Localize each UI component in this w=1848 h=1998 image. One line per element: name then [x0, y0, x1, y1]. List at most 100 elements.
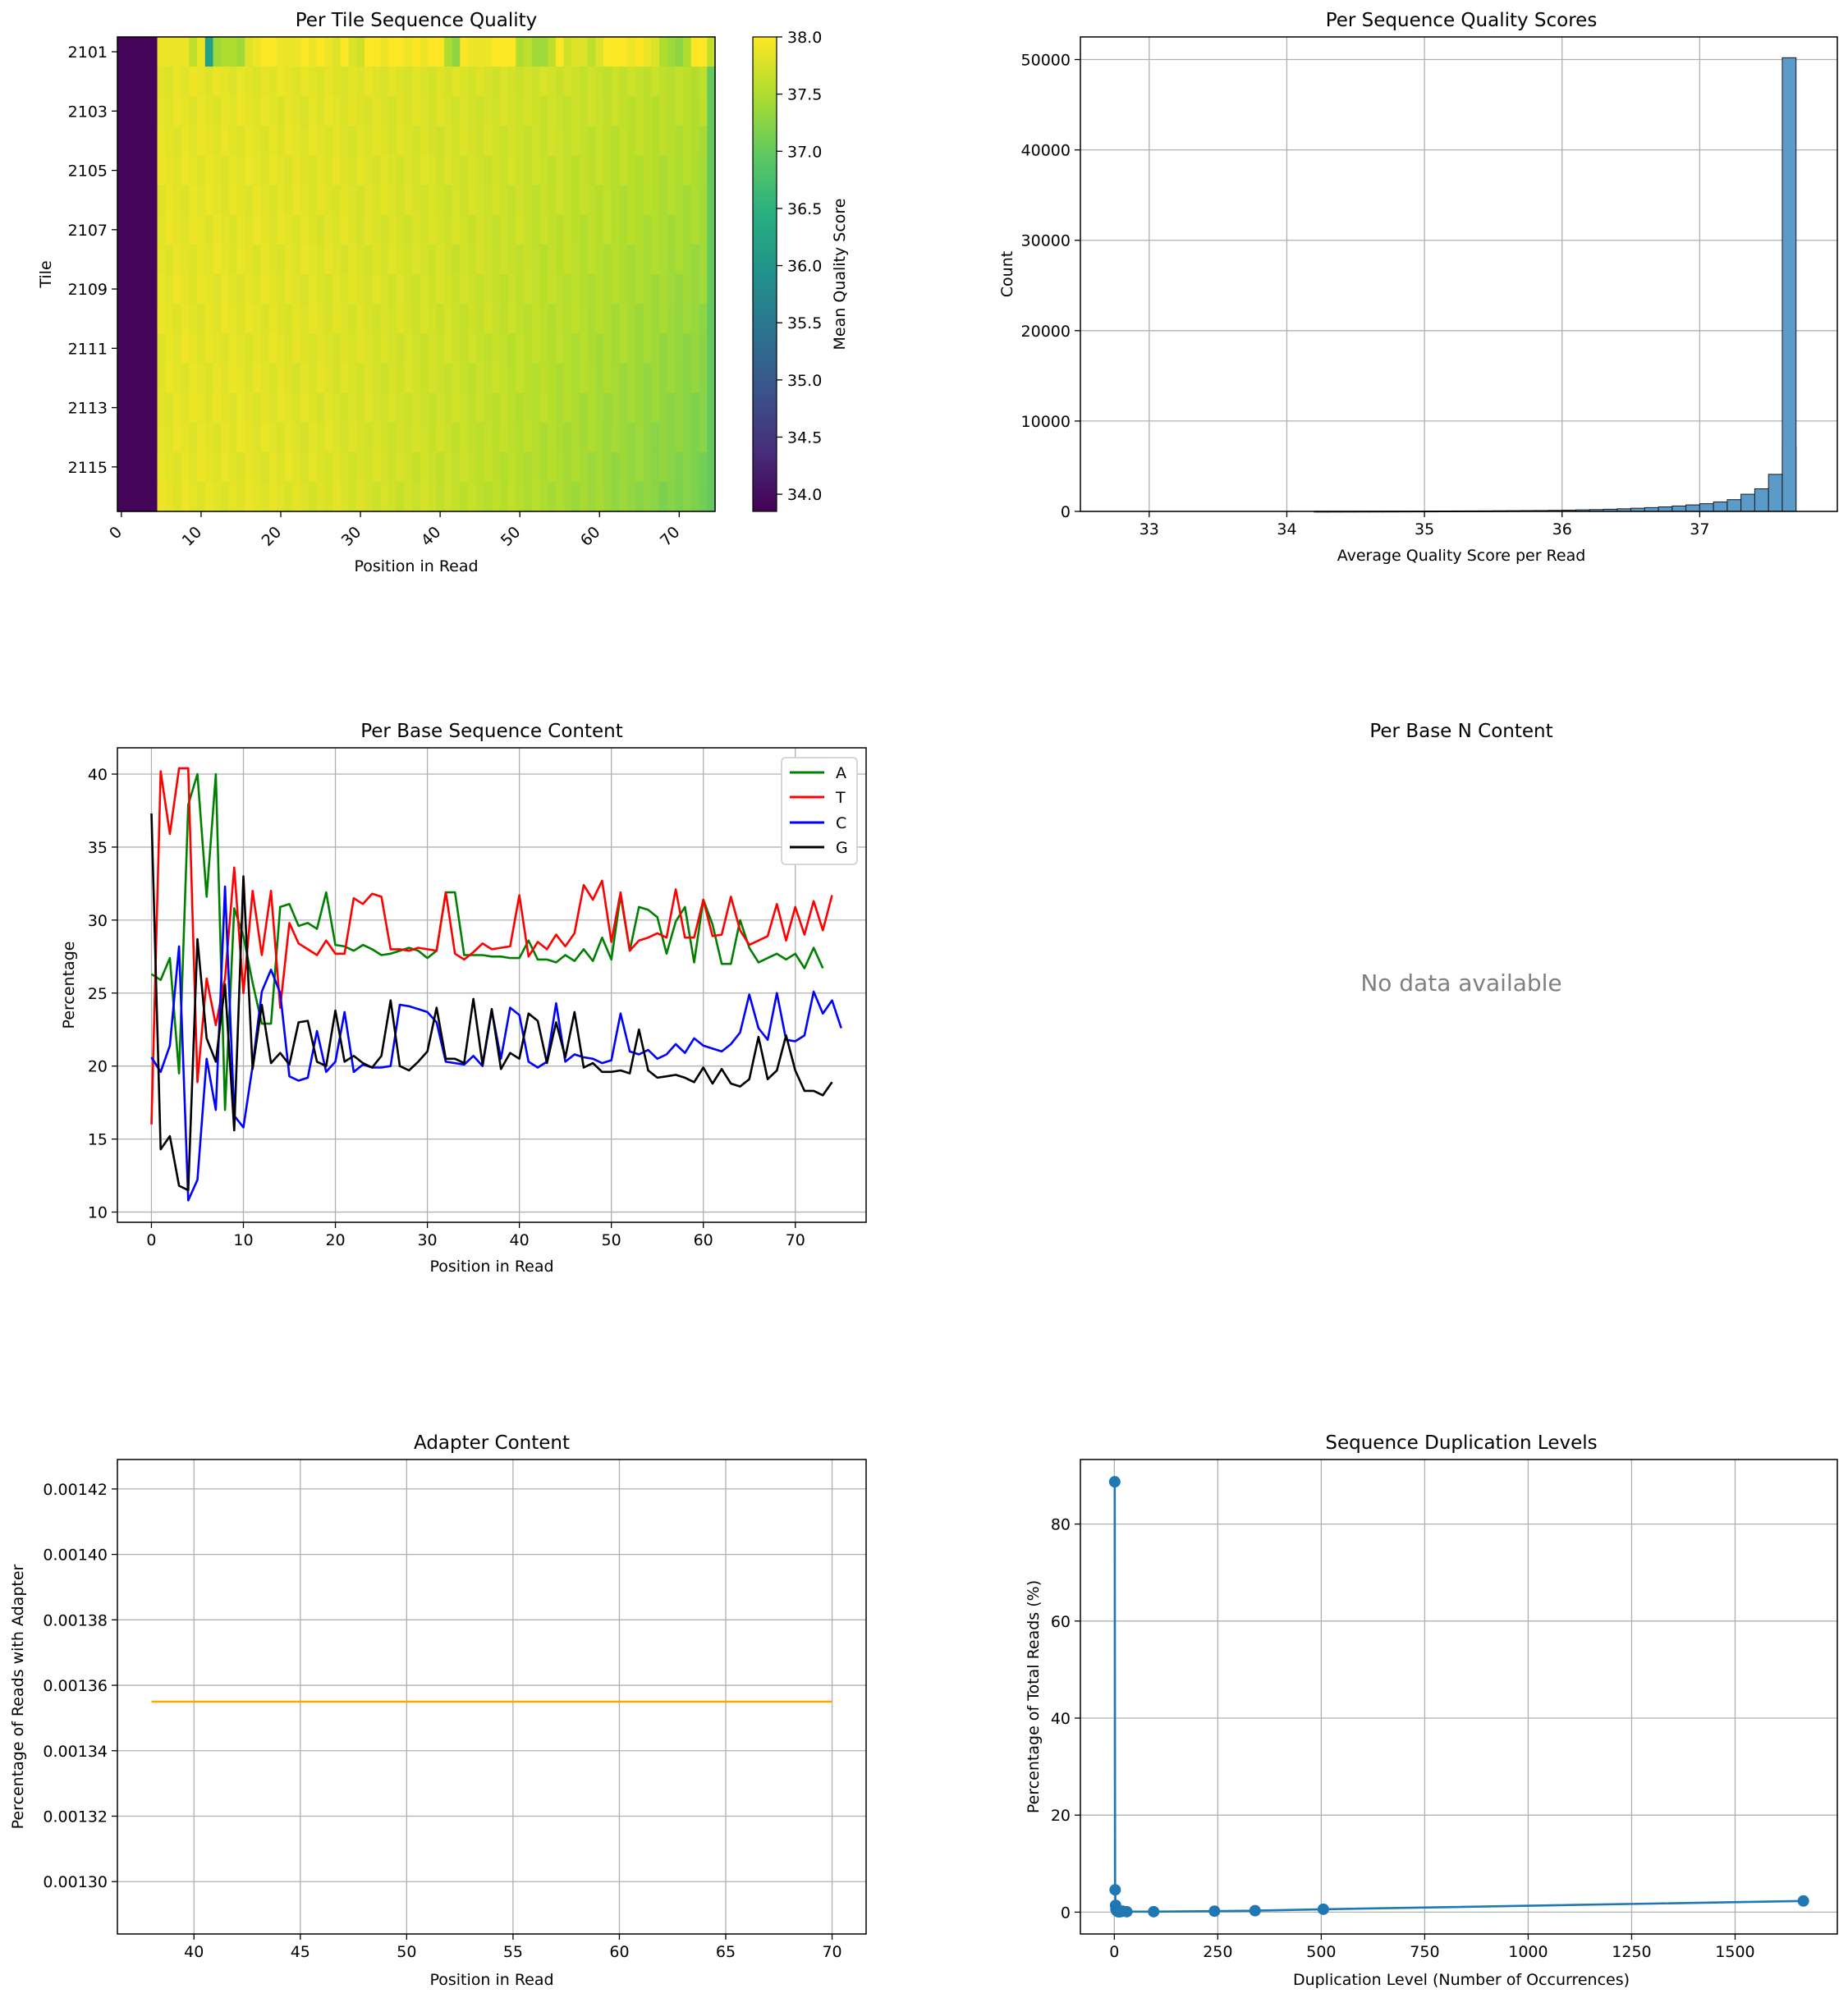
- heatmap-cell: [404, 304, 413, 334]
- heatmap-cell: [428, 66, 437, 97]
- heatmap-cell: [125, 37, 135, 67]
- heatmap-cell: [316, 333, 325, 364]
- heatmap-cell: [643, 481, 652, 512]
- heatmap-cell: [213, 155, 222, 186]
- heatmap-cell: [141, 304, 150, 334]
- heatmap-cell: [364, 422, 374, 453]
- heatmap-cell: [524, 392, 533, 424]
- heatmap-cell: [675, 363, 684, 394]
- heatmap-cell: [443, 37, 453, 67]
- heatmap-cell: [316, 214, 325, 245]
- heatmap-cell: [603, 422, 612, 453]
- heatmap-cell: [539, 363, 548, 394]
- heatmap-cell: [548, 244, 557, 275]
- heatmap-cell: [172, 185, 182, 216]
- heatmap-cell: [356, 66, 365, 97]
- heatmap-cell: [531, 363, 541, 394]
- heatmap-cell: [117, 333, 126, 364]
- heatmap-cell: [308, 66, 318, 97]
- heatmap-cell: [292, 481, 301, 512]
- heatmap-cell: [204, 481, 214, 512]
- heatmap-cell: [507, 333, 516, 364]
- histogram-x-axis-label: Average Quality Score per Read: [1337, 547, 1586, 565]
- heatmap-cell: [468, 274, 477, 305]
- colorbar-tick-label: 35.5: [787, 314, 822, 332]
- heatmap-cell: [475, 392, 485, 424]
- heatmap-cell: [388, 451, 397, 483]
- heatmap-cell: [460, 96, 469, 126]
- heatmap-cell: [260, 451, 270, 483]
- heatmap-cell: [133, 185, 142, 216]
- heatmap-cell: [659, 37, 668, 67]
- histogram-y-axis-label: Count: [998, 251, 1016, 297]
- heatmap-cell: [603, 155, 612, 186]
- heatmap-cell: [348, 274, 357, 305]
- heatmap-cell: [571, 66, 580, 97]
- heatmap-cell: [468, 66, 477, 97]
- heatmap-cell: [690, 363, 700, 394]
- heatmap-cell: [611, 126, 621, 157]
- heatmap-cell: [468, 451, 477, 483]
- heatmap-cell: [165, 244, 174, 275]
- heatmap-cell: [516, 274, 525, 305]
- heatmap-cell: [356, 244, 365, 275]
- heatmap-cell: [404, 333, 413, 364]
- heatmap-cell: [204, 392, 214, 424]
- heatmap-cell: [324, 392, 333, 424]
- heatmap-cell: [189, 66, 198, 97]
- heatmap-cell: [492, 126, 501, 157]
- heatmap-cell: [420, 274, 429, 305]
- heatmap-cell: [213, 96, 222, 126]
- heatmap-cell: [667, 422, 676, 453]
- heatmap-cell: [690, 66, 700, 97]
- heatmap-cell: [460, 155, 469, 186]
- x-tick-label: 37: [1690, 520, 1709, 538]
- heatmap-cell: [157, 363, 166, 394]
- heatmap-cell: [356, 37, 365, 67]
- heatmap-cell: [539, 126, 548, 157]
- heatmap-cell: [277, 185, 286, 216]
- heatmap-cell: [356, 274, 365, 305]
- adapter-grid: [117, 1460, 866, 1934]
- heatmap-cell: [699, 126, 708, 157]
- heatmap-cell: [675, 66, 684, 97]
- heatmap-cell: [388, 422, 397, 453]
- x-tick-label: 0: [1109, 1943, 1119, 1961]
- heatmap-cell: [396, 244, 406, 275]
- heatmap-cell: [516, 481, 525, 512]
- heatmap-cell: [587, 451, 596, 483]
- heatmap-cell: [516, 392, 525, 424]
- heatmap-cell: [603, 126, 612, 157]
- heatmap-cell: [308, 214, 318, 245]
- heatmap-cell: [284, 333, 294, 364]
- heatmap-cell: [396, 126, 406, 157]
- heatmap-cell: [236, 126, 245, 157]
- heatmap-cell: [667, 392, 676, 424]
- heatmap-cell: [260, 481, 270, 512]
- heatmap-cell: [571, 37, 580, 67]
- heatmap-cell: [587, 37, 596, 67]
- heatmap-cell: [579, 155, 589, 186]
- heatmap-cell: [412, 37, 421, 67]
- heatmap-cell: [260, 126, 270, 157]
- heatmap-cell: [197, 363, 206, 394]
- heatmap-cell: [141, 451, 150, 483]
- heatmap-cell: [221, 274, 230, 305]
- heatmap-cell: [340, 214, 350, 245]
- heatmap-cell: [340, 304, 350, 334]
- heatmap-cell: [548, 392, 557, 424]
- heatmap-cell: [292, 37, 301, 67]
- heatmap-cell: [643, 66, 652, 97]
- heatmap-cell: [172, 244, 182, 275]
- heatmap-cell: [690, 37, 700, 67]
- heatmap-cell: [300, 392, 310, 424]
- heatmap-cell: [340, 185, 350, 216]
- heatmap-cell: [213, 392, 222, 424]
- heatmap-cell: [332, 304, 342, 334]
- heatmap-cell: [308, 37, 318, 67]
- heatmap-cell: [475, 451, 485, 483]
- no-data-message: No data available: [1360, 969, 1561, 997]
- series-line-g: [150, 813, 833, 1192]
- heatmap-cell: [189, 96, 198, 126]
- x-tick-label: 70: [657, 523, 684, 550]
